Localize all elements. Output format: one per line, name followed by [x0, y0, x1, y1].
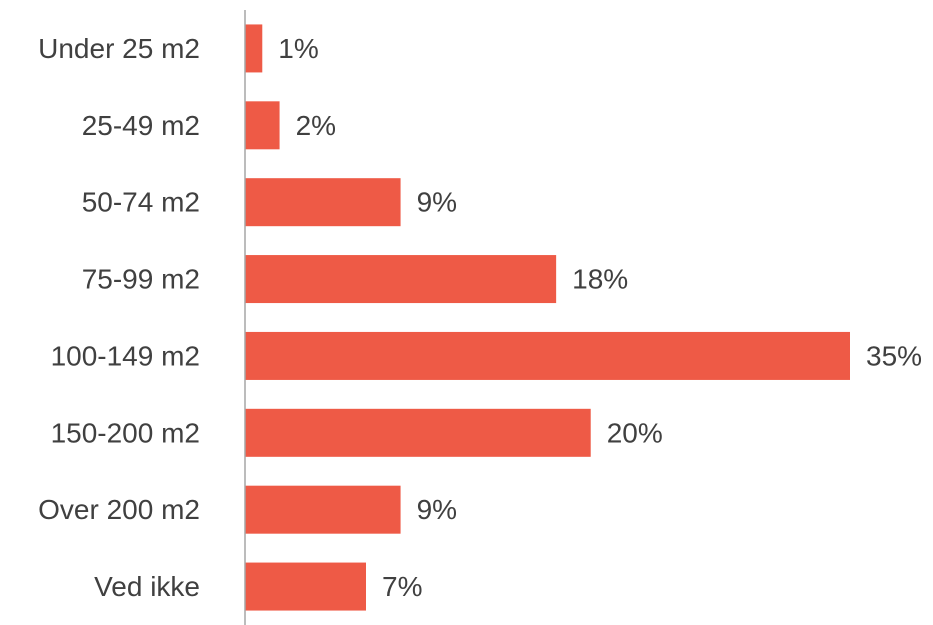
bar	[245, 101, 280, 150]
category-labels-group: Under 25 m2 25-49 m2 50-74 m2 75-99 m2 100-1…	[38, 33, 200, 602]
value-label: 9%	[417, 187, 457, 218]
category-label: Over 200 m2	[38, 494, 200, 525]
value-label: 9%	[417, 494, 457, 525]
value-label: 1%	[278, 33, 318, 64]
value-label: 20%	[607, 417, 663, 448]
bar	[245, 178, 401, 227]
value-label: 7%	[382, 571, 422, 602]
category-label: 150-200 m2	[51, 417, 200, 448]
category-label: 75-99 m2	[82, 264, 200, 295]
category-label: 100-149 m2	[51, 340, 200, 371]
value-labels-group: 1% 2% 9% 18% 35% 20% 9% 7%	[278, 33, 922, 602]
bar	[245, 408, 591, 457]
value-label: 2%	[296, 110, 336, 141]
category-label: Under 25 m2	[38, 33, 200, 64]
value-label: 18%	[572, 264, 628, 295]
category-label: Ved ikke	[94, 571, 200, 602]
bar	[245, 485, 401, 534]
bar	[245, 562, 366, 611]
value-label: 35%	[866, 340, 922, 371]
bar	[245, 24, 263, 73]
bar	[245, 255, 557, 304]
category-label: 25-49 m2	[82, 110, 200, 141]
bar	[245, 331, 850, 380]
bars-group	[245, 24, 850, 611]
category-label: 50-74 m2	[82, 187, 200, 218]
